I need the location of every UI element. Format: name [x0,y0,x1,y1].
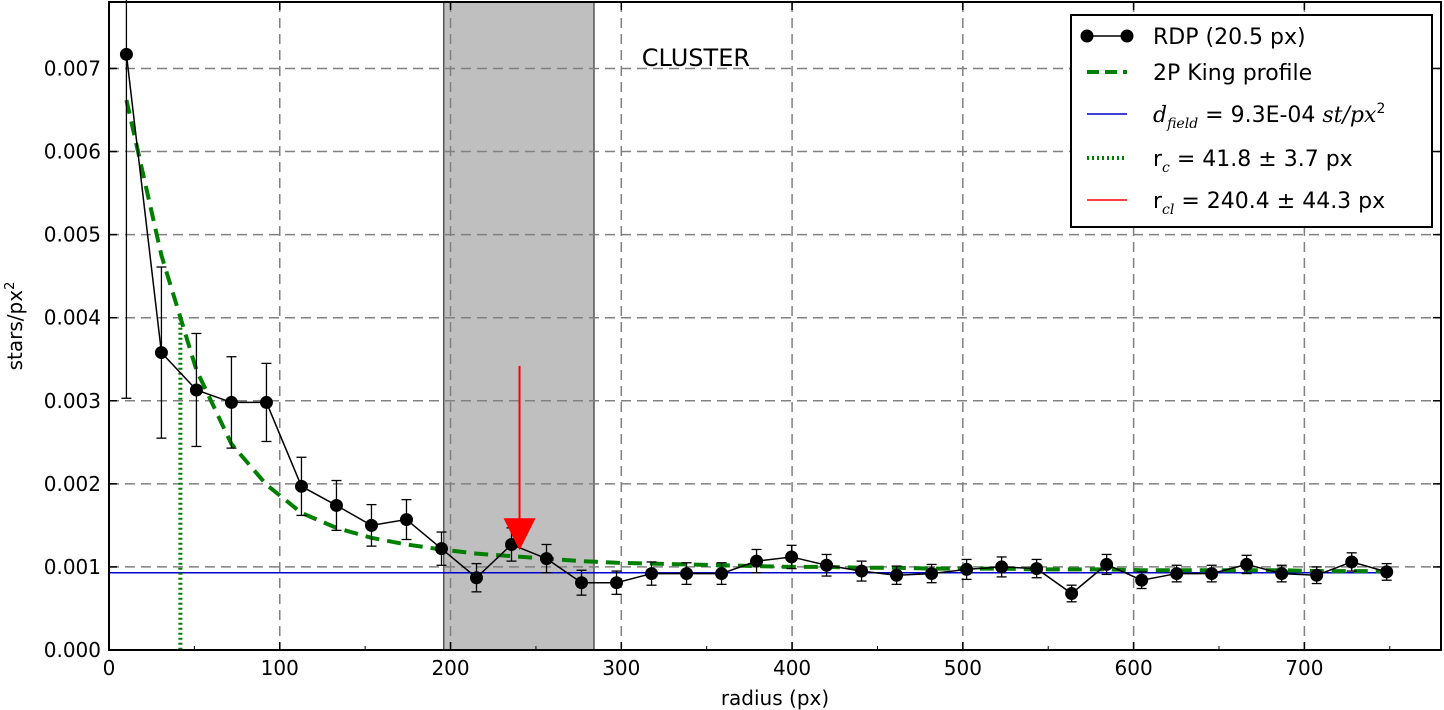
rdp-point-13 [575,576,589,590]
y-axis-label-superscript: 2 [3,282,18,290]
rdp-point-36 [1380,565,1394,579]
y-tick-label-5: 0.005 [44,223,101,247]
x-tick-label-5: 500 [944,656,982,680]
y-tick-label-6: 0.006 [44,140,101,164]
y-tick-label-3: 0.003 [44,389,101,413]
rdp-point-2 [189,383,203,397]
rdp-point-7 [364,518,378,532]
legend-label-rc: rc = 41.8 ± 3.7 px [1153,147,1353,176]
rdp-point-28 [1100,557,1114,571]
legend-label-king: 2P King profile [1153,61,1312,86]
x-tick-label-0: 0 [103,656,116,680]
rdp-point-34 [1310,568,1324,582]
rdp-point-5 [294,479,308,493]
y-axis-label-text: stars/px [3,290,27,371]
legend-handle-rdp-marker-right [1120,29,1134,43]
y-tick-label-7: 0.007 [44,56,101,80]
rdp-point-26 [1030,562,1044,576]
rdp-point-9 [434,542,448,556]
rdp-point-18 [750,554,764,568]
x-tick-label-7: 700 [1285,656,1323,680]
rdp-point-33 [1275,567,1289,581]
rdp-point-30 [1170,567,1184,581]
rdp-point-31 [1205,567,1219,581]
rdp-point-16 [680,567,694,581]
legend: RDP (20.5 px) 2P King profile dfield = 9.3… [1070,14,1433,228]
x-tick-label-4: 400 [773,656,811,680]
x-tick-label-1: 100 [261,656,299,680]
rdp-point-8 [399,513,413,527]
rdp-point-19 [785,550,799,564]
shaded-region-layer [442,1,595,651]
rdp-point-23 [925,567,939,581]
y-tick-label-4: 0.004 [44,306,101,330]
rdp-point-15 [645,567,659,581]
rdp-point-21 [855,564,869,578]
legend-label-field: dfield = 9.3E-04 st/px2 [1153,101,1385,132]
rdp-point-24 [960,562,974,576]
x-tick-label-3: 300 [602,656,640,680]
r-cl-arrow [503,365,536,551]
rdp-point-32 [1240,557,1254,571]
rdp-point-10 [469,571,483,585]
rdp-point-27 [1065,587,1079,601]
x-tick-label-6: 600 [1115,656,1153,680]
r-cl-arrow-head [503,518,536,551]
legend-label-rdp: RDP (20.5 px) [1153,25,1306,50]
rdp-series [119,0,1394,603]
cluster-annotation: CLUSTER [642,44,750,72]
y-tick-label-0: 0.000 [44,638,101,662]
rdp-point-4 [259,395,273,409]
rdp-point-1 [154,346,168,360]
y-tick-label-1: 0.001 [44,555,101,579]
x-axis-label: radius (px) [721,686,829,710]
rdp-point-29 [1135,573,1149,587]
rdp-point-12 [540,552,554,566]
legend-box [1070,14,1433,228]
rdp-point-11 [505,537,519,551]
rdp-point-0 [119,47,133,61]
rdp-point-6 [329,498,343,512]
rdp-point-3 [224,395,238,409]
axis-ticks: 0 100 200 300 400 500 600 700 0.000 0.001 0.002 0.0… [44,2,1441,680]
rdp-point-35 [1345,555,1359,569]
rdp-point-20 [820,558,834,572]
legend-handle-rdp-marker-left [1080,29,1094,43]
plot-frame [108,1,1442,651]
y-axis-label: stars/px2 [3,282,27,371]
shaded-uncertainty-band [442,1,595,651]
rdp-point-14 [610,576,624,590]
rdp-point-25 [995,560,1009,574]
legend-label-rcl: rcl = 240.4 ± 44.3 px [1153,189,1385,218]
rdp-point-22 [890,568,904,582]
y-tick-label-2: 0.002 [44,472,101,496]
x-tick-label-2: 200 [431,656,469,680]
rdp-point-17 [715,567,729,581]
